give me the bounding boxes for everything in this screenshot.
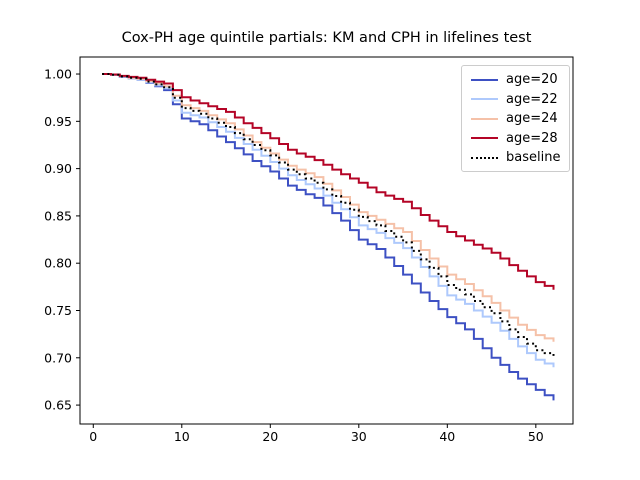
x-tick-label: 40 — [439, 429, 455, 444]
legend-label: baseline — [506, 150, 561, 166]
series-line-age-28 — [102, 73, 555, 290]
legend-line-swatch-age-28 — [471, 137, 498, 140]
legend-entry: age=24 — [462, 109, 569, 129]
y-tick-label: 1.00 — [44, 67, 72, 82]
y-tick-label: 0.70 — [44, 350, 72, 365]
x-tick-label: 0 — [89, 429, 97, 444]
legend-entry: age=28 — [462, 129, 569, 149]
legend-entry: age=22 — [462, 90, 569, 110]
y-axis: 0.65 0.70 0.75 0.80 0.85 0.90 0.95 1.00 — [44, 67, 80, 413]
legend-label: age=28 — [506, 130, 558, 146]
x-tick-label: 20 — [262, 429, 278, 444]
x-axis: 0 10 20 30 40 50 — [89, 424, 544, 444]
x-tick-label: 50 — [528, 429, 544, 444]
y-tick-label: 0.90 — [44, 161, 72, 176]
y-tick-label: 0.80 — [44, 256, 72, 271]
legend-entry: age=20 — [462, 70, 569, 90]
y-tick-label: 0.75 — [44, 303, 72, 318]
legend-line-swatch-age-22 — [471, 98, 498, 101]
legend-line-swatch-age-24 — [471, 117, 498, 120]
legend-label: age=22 — [506, 91, 558, 107]
axes-frame — [79, 56, 574, 425]
chart-title: Cox-PH age quintile partials: KM and CPH… — [121, 30, 532, 46]
x-tick-label: 30 — [351, 429, 367, 444]
legend: age=20 age=22 age=24 age=28 baseline — [461, 65, 570, 172]
series-line-baseline — [102, 73, 555, 356]
legend-entry: baseline — [462, 148, 569, 168]
y-tick-label: 0.65 — [44, 398, 72, 413]
legend-label: age=24 — [506, 111, 558, 127]
y-tick-label: 0.85 — [44, 208, 72, 223]
x-tick-label: 10 — [174, 429, 190, 444]
y-tick-label: 0.95 — [44, 114, 72, 129]
legend-line-swatch-age-20 — [471, 78, 498, 81]
legend-label: age=20 — [506, 72, 558, 88]
legend-line-swatch-baseline — [471, 156, 498, 159]
